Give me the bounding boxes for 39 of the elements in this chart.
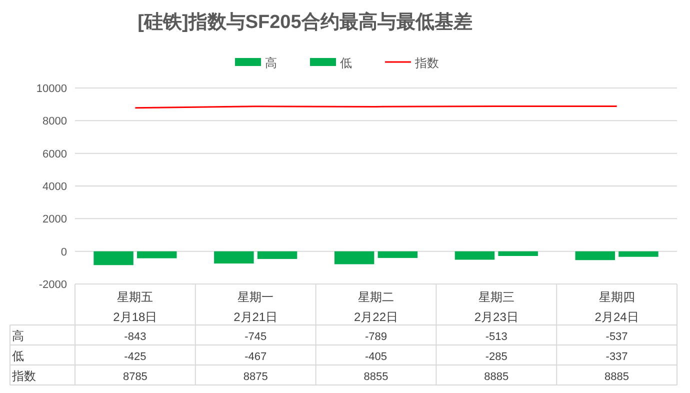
- ytick: 2000: [42, 214, 67, 226]
- legend: 低: [340, 56, 352, 70]
- datalabel: -843: [124, 331, 146, 343]
- xtick: 星期四: [598, 290, 635, 304]
- ytick: -2000: [38, 279, 67, 291]
- datalabel: 8885: [484, 371, 509, 383]
- xtick: 2月21日: [234, 310, 278, 324]
- datalabel: -337: [606, 351, 628, 363]
- legend: 高: [265, 56, 277, 70]
- datalabel: -285: [485, 351, 508, 363]
- xtick: 2月22日: [354, 310, 398, 324]
- xtick: 星期三: [478, 290, 514, 304]
- xtick: 2月24日: [594, 310, 639, 324]
- datalabel: -537: [606, 331, 628, 343]
- rowlabel: 指数: [12, 369, 36, 383]
- datalabel: 8875: [243, 371, 268, 383]
- rowlabel: 高: [12, 329, 24, 343]
- xtick: 2月18日: [113, 310, 158, 324]
- xtick: 星期五: [117, 290, 154, 304]
- datalabel: 8855: [364, 371, 388, 383]
- datalabel: 8785: [122, 371, 148, 383]
- ytick: 10000: [36, 83, 67, 95]
- ytick: 0: [60, 246, 67, 258]
- ytick: 8000: [42, 116, 67, 128]
- datalabel: -745: [244, 331, 267, 343]
- title: [硅铁]指数与SF205合约最高与最低基差: [138, 12, 472, 33]
- datalabel: -513: [485, 331, 508, 343]
- datalabel: -425: [124, 351, 146, 363]
- legend: 指数: [415, 56, 439, 70]
- datalabel: -467: [244, 351, 267, 363]
- datalabel: -789: [364, 331, 388, 343]
- datalabel: -405: [364, 351, 388, 363]
- xtick: 星期一: [238, 290, 274, 304]
- ytick: 6000: [42, 148, 67, 160]
- xtick: 2月23日: [474, 310, 518, 324]
- ytick: 4000: [42, 181, 67, 193]
- xtick: 星期二: [358, 290, 394, 304]
- datalabel: 8885: [604, 371, 630, 383]
- rowlabel: 低: [12, 349, 24, 363]
